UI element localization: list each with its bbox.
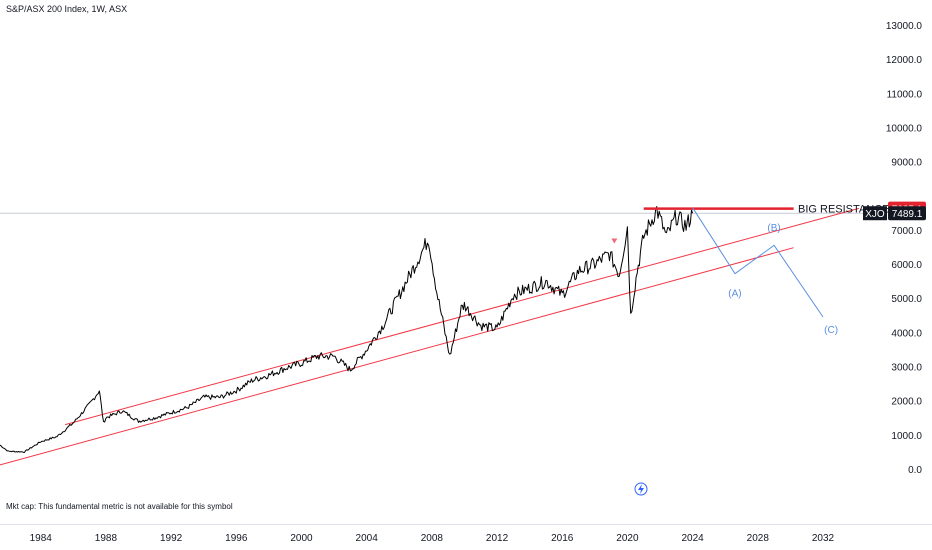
- price-axis-tick-label: 9000.0: [891, 158, 922, 169]
- time-axis-tick-label: 1992: [160, 533, 183, 544]
- time-axis-tick-label: 2012: [486, 533, 509, 544]
- price-axis-tick-label: 7000.0: [891, 226, 922, 237]
- price-axis-tick-label: 5000.0: [891, 294, 922, 305]
- time-axis-tick-label: 1984: [30, 533, 53, 544]
- fundamental-metric-note: Mkt cap: This fundamental metric is not …: [6, 502, 233, 511]
- time-axis-tick-label: 2028: [747, 533, 770, 544]
- price-axis-tick-label: 1000.0: [891, 431, 922, 442]
- time-axis-tick-label: 2032: [812, 533, 835, 544]
- price-axis-tick-label: 6000.0: [891, 260, 922, 271]
- price-axis-tick-label: 3000.0: [891, 363, 922, 374]
- price-axis-tick-label: 10000.0: [886, 123, 923, 134]
- price-series-line: [0, 206, 694, 453]
- symbol-tag-label: XJO: [865, 209, 885, 220]
- wave-label: (A): [728, 289, 741, 300]
- time-axis-tick-label: 2020: [616, 533, 639, 544]
- price-axis-tick-label: 4000.0: [891, 328, 922, 339]
- channel-lower-line: [0, 247, 794, 466]
- symbol-tag: [863, 206, 887, 221]
- wave-projection-path: [692, 207, 824, 318]
- lightning-icon-bolt: [638, 484, 644, 494]
- last-price-value: 7489.1: [892, 209, 923, 220]
- price-axis-tick-label: 0.0: [908, 465, 922, 476]
- time-axis-tick-label: 2024: [681, 533, 704, 544]
- last-price-tag: [888, 206, 926, 221]
- time-axis-tick-label: 2016: [551, 533, 574, 544]
- time-axis-tick-label: 1996: [225, 533, 248, 544]
- wave-label: (B): [767, 223, 780, 234]
- chart-symbol-title: S&P/ASX 200 Index, 1W, ASX: [6, 4, 128, 14]
- price-axis-tick-label: 12000.0: [886, 55, 923, 66]
- time-axis-border: [0, 524, 932, 525]
- time-axis-tick-label: 2004: [356, 533, 379, 544]
- event-marker-icon: [611, 238, 618, 244]
- price-axis-tick-label: 2000.0: [891, 397, 922, 408]
- price-axis-tick-label: 13000.0: [886, 21, 923, 32]
- price-axis-tick-label: 11000.0: [887, 89, 923, 100]
- time-axis-tick-label: 1988: [95, 533, 118, 544]
- time-axis-tick-label: 2008: [421, 533, 444, 544]
- channel-upper-line: [65, 207, 859, 426]
- time-axis-tick-label: 2000: [290, 533, 313, 544]
- wave-label: (C): [824, 325, 838, 336]
- lightning-icon[interactable]: [634, 482, 648, 496]
